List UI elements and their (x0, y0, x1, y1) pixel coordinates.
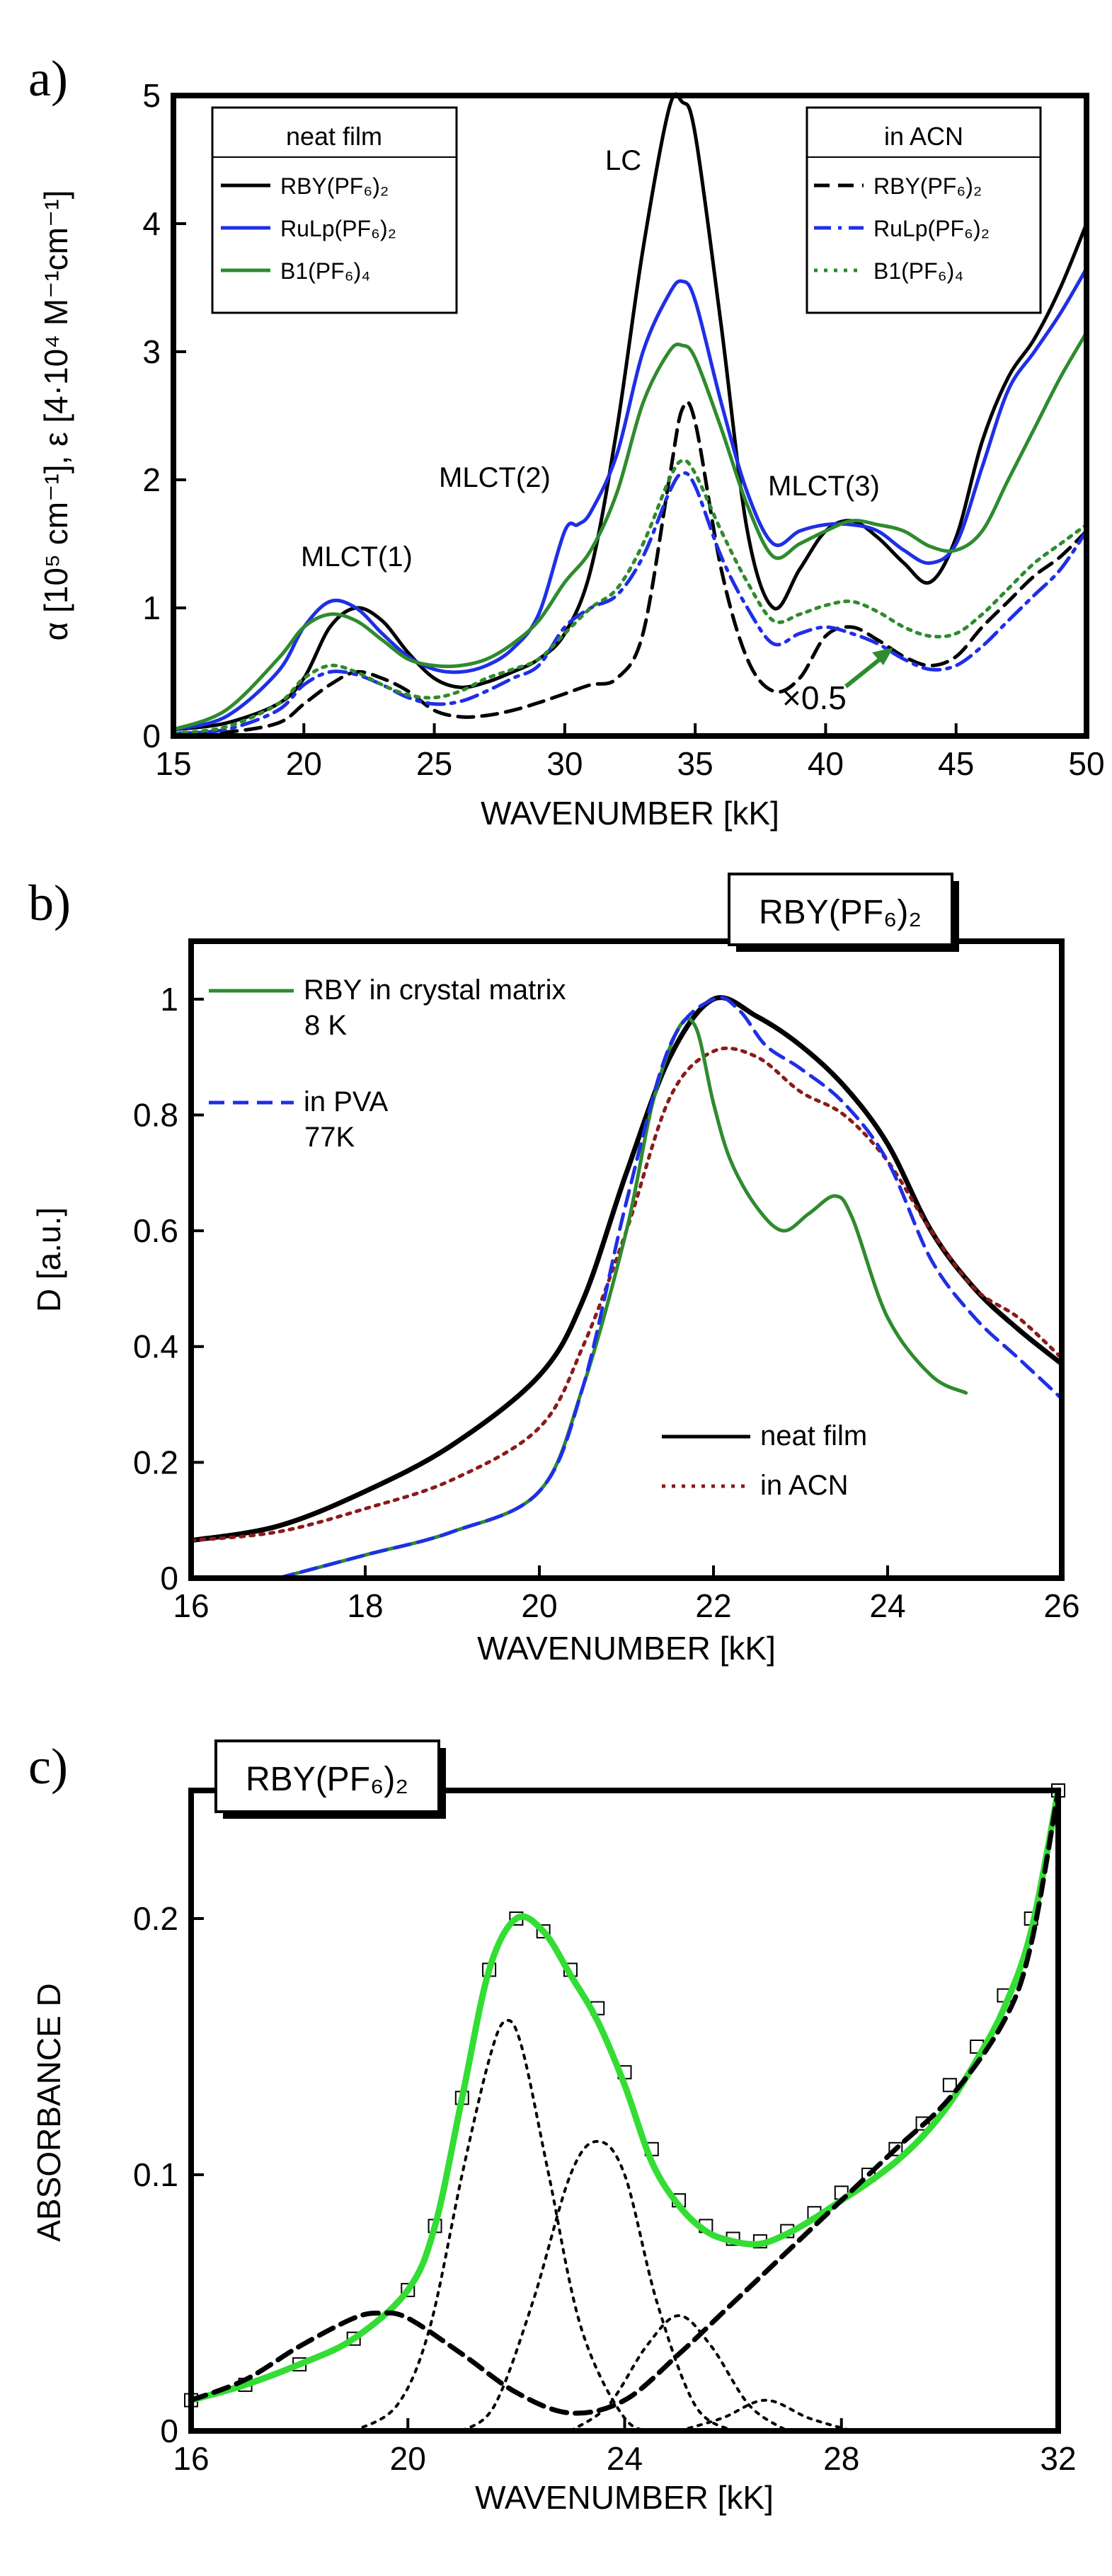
panel-c-title-box: RBY(PF₆)₂ (216, 1741, 446, 1819)
panel-b-y-label: D [a.u.] (30, 1207, 67, 1312)
annotation-lc: LC (605, 145, 641, 176)
series-line-band-1 (354, 2020, 658, 2431)
series-line-band-4 (679, 2400, 852, 2431)
series-line-band-3 (571, 2316, 787, 2431)
legend-pva-label: in PVA (304, 1086, 389, 1117)
x-tick-label: 32 (1040, 2440, 1076, 2477)
x-tick-label: 25 (416, 745, 452, 782)
panel-c-x-label: WAVENUMBER [kK] (475, 2479, 774, 2516)
series-line-background (191, 1790, 1058, 2413)
x-tick-label: 22 (695, 1587, 731, 1624)
legend-acn-entry-label: RuLp(PF₆)₂ (873, 216, 990, 241)
y-tick-label: 3 (142, 333, 161, 370)
panel-b-plot-area (191, 997, 1062, 1578)
x-tick-label: 45 (938, 745, 974, 782)
x-tick-label: 24 (869, 1587, 905, 1624)
annotation-mlct3: MLCT(3) (768, 471, 880, 502)
series-line-b1-pf6-4 (173, 461, 1087, 734)
annotation-scale: ×0.5 (782, 679, 847, 716)
panel-a-x-ticks: 15 20 25 30 35 40 45 50 (155, 723, 1104, 782)
legend-in-acn: in ACN RBY(PF₆)₂ RuLp(PF₆)₂ B1(PF₆)₄ (807, 108, 1041, 313)
series-line-fit (191, 1790, 1058, 2400)
panel-a-y-label: α [10⁵ cm⁻¹], ε [4·10⁴ M⁻¹cm⁻¹] (38, 190, 74, 641)
legend-neat-title: neat film (286, 122, 382, 151)
legend-neat-label: neat film (760, 1420, 867, 1451)
legend-acn-entry-label: B1(PF₆)₄ (873, 258, 963, 284)
x-tick-label: 20 (390, 2440, 426, 2477)
panel-a-x-label: WAVENUMBER [kK] (481, 795, 779, 832)
panel-b-title: RBY(PF₆)₂ (759, 894, 922, 931)
y-tick-label: 0.8 (133, 1096, 178, 1133)
y-tick-label: 0.2 (133, 1900, 178, 1937)
legend-neat-entry-label: RuLp(PF₆)₂ (280, 216, 396, 241)
legend-acn-entry-label: RBY(PF₆)₂ (873, 173, 982, 199)
panel-c: c) 16 20 24 28 32 0 0.1 0.2 WAVENUMBER [kK] AB… (28, 1738, 1077, 2516)
legend-neat-entry-label: RBY(PF₆)₂ (280, 173, 389, 199)
x-tick-label: 20 (521, 1587, 557, 1624)
series-line-band-2 (462, 2141, 733, 2431)
x-tick-label: 24 (607, 2440, 643, 2477)
y-tick-label: 0 (160, 2413, 178, 2449)
panel-b-x-ticks: 16 18 20 22 24 26 (173, 1565, 1079, 1624)
x-tick-label: 50 (1068, 745, 1104, 782)
y-tick-label: 0 (142, 718, 161, 754)
x-tick-label: 35 (677, 745, 713, 782)
y-tick-label: 0.1 (133, 2156, 178, 2193)
x-tick-label: 20 (286, 745, 322, 782)
panel-b-title-box: RBY(PF₆)₂ (729, 874, 959, 952)
panel-a-letter: a) (28, 50, 68, 107)
y-tick-label: 5 (142, 77, 161, 114)
series-line-in-pva-77k (278, 997, 1062, 1578)
x-tick-label: 16 (173, 1587, 209, 1624)
panel-a-y-ticks: 0 1 2 3 4 5 (142, 77, 186, 754)
x-tick-label: 15 (155, 745, 191, 782)
y-tick-label: 0.6 (133, 1212, 178, 1249)
panel-b-x-label: WAVENUMBER [kK] (477, 1630, 776, 1667)
legend-crystal-label: RBY in crystal matrix (304, 974, 566, 1006)
annotation-mlct1: MLCT(1) (301, 541, 413, 573)
legend-pva-sub: 77K (304, 1122, 355, 1153)
y-tick-label: 1 (142, 590, 161, 626)
x-tick-label: 40 (808, 745, 844, 782)
y-tick-label: 0.4 (133, 1328, 178, 1365)
panel-c-title: RBY(PF₆)₂ (246, 1761, 408, 1798)
panel-b-letter: b) (28, 875, 71, 931)
panel-c-letter: c) (28, 1738, 68, 1795)
y-tick-label: 0.2 (133, 1444, 178, 1480)
x-tick-label: 18 (347, 1587, 383, 1624)
panel-c-plot-area (185, 1784, 1065, 2431)
series-line-neat-film (191, 998, 1062, 1541)
x-tick-label: 16 (173, 2440, 209, 2477)
x-tick-label: 30 (546, 745, 583, 782)
panel-c-x-ticks: 16 20 24 28 32 (173, 2418, 1076, 2477)
panel-b-legend: RBY in crystal matrix 8 K in PVA 77K neat fi… (209, 974, 867, 1501)
y-tick-label: 2 (142, 461, 161, 498)
legend-crystal-sub: 8 K (304, 1010, 347, 1041)
legend-acn-label: in ACN (760, 1470, 849, 1501)
panel-b: b) 16 18 20 22 24 26 0 0.2 0.4 0.6 0.8 1 WAVENUMBE… (28, 874, 1080, 1667)
x-tick-label: 28 (823, 2440, 859, 2477)
y-tick-label: 0 (160, 1560, 178, 1597)
x-tick-label: 26 (1043, 1587, 1079, 1624)
figure: a) 15 20 25 30 35 40 45 50 012345 WAVENUMBER [k… (0, 0, 1112, 2576)
legend-neat-entry-label: B1(PF₆)₄ (280, 258, 370, 284)
legend-acn-title: in ACN (884, 122, 963, 151)
scale-arrow (846, 648, 893, 686)
legend-neat-film: neat film RBY(PF₆)₂ RuLp(PF₆)₂ B1(PF₆)₄ (212, 108, 457, 313)
panel-c-y-label: ABSORBANCE D (30, 1983, 67, 2242)
annotation-mlct2: MLCT(2) (439, 462, 551, 493)
y-tick-label: 1 (160, 981, 178, 1018)
y-tick-label: 4 (142, 205, 161, 242)
series-line-rulp-pf6-2 (173, 473, 1087, 733)
